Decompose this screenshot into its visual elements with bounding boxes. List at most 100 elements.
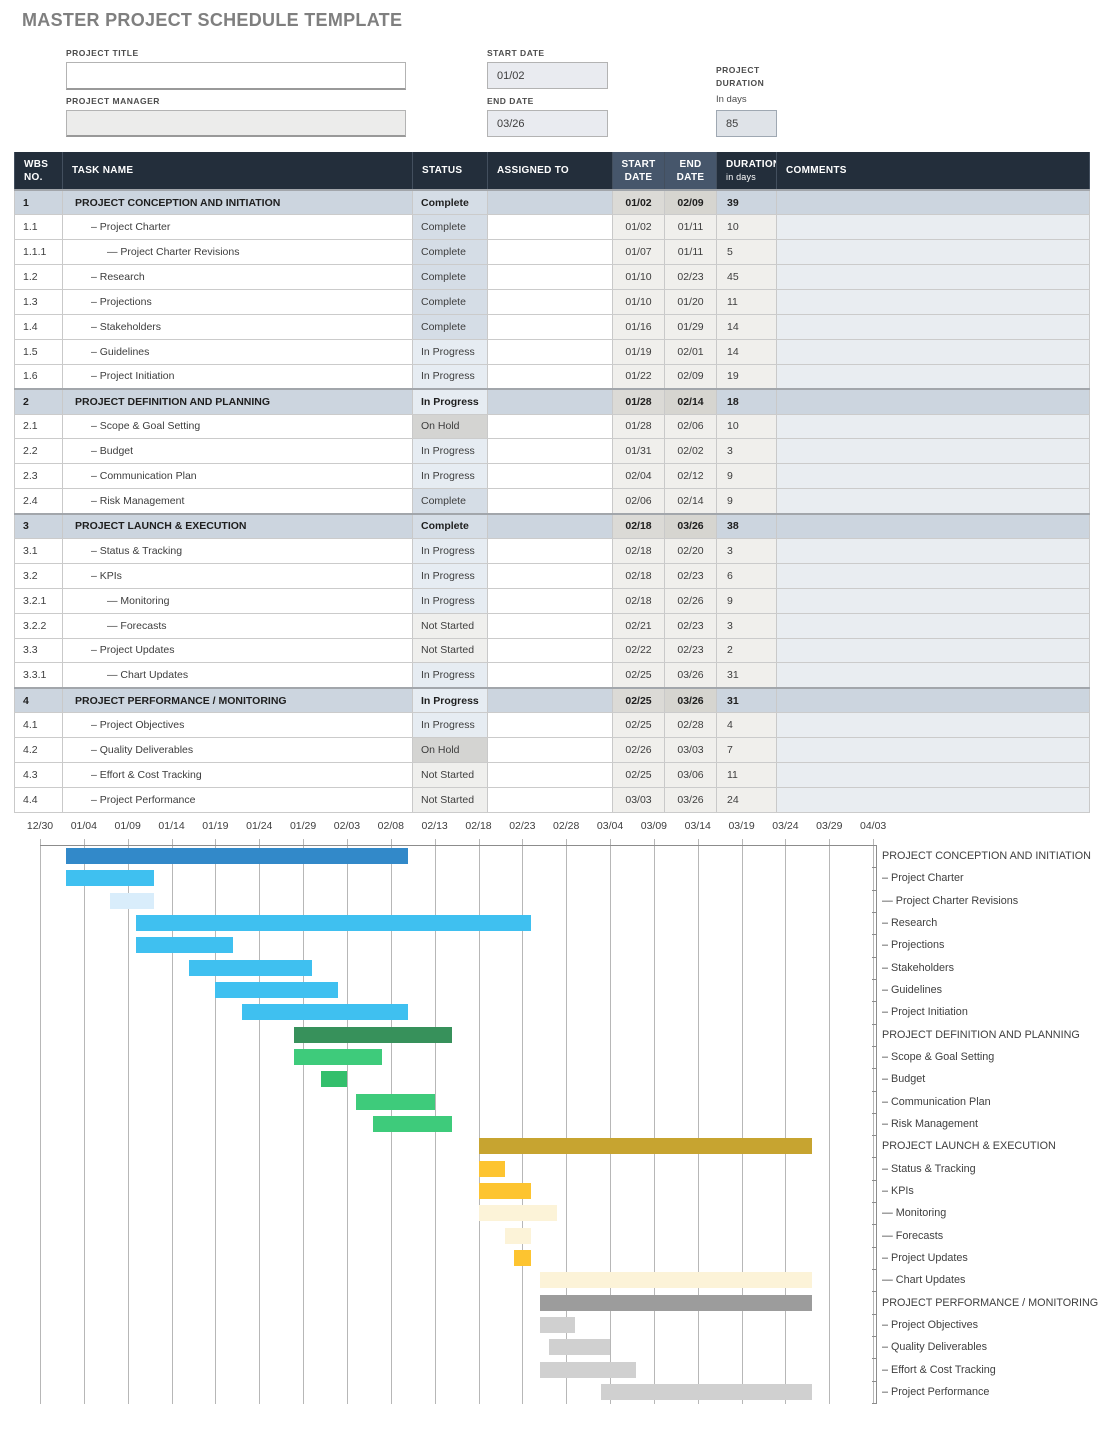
cell-end[interactable]: 02/23 xyxy=(664,264,717,291)
cell-comments[interactable] xyxy=(776,637,1090,664)
cell-dur[interactable]: 19 xyxy=(716,363,777,390)
cell-status[interactable]: In Progress xyxy=(412,537,488,564)
cell-task[interactable]: – Stakeholders xyxy=(62,313,413,340)
cell-start[interactable]: 02/18 xyxy=(612,562,665,589)
cell-wbs[interactable]: 4 xyxy=(14,686,63,714)
cell-assigned[interactable] xyxy=(487,239,613,266)
cell-end[interactable]: 02/14 xyxy=(664,488,717,515)
cell-wbs[interactable]: 2.2 xyxy=(14,438,63,465)
cell-status[interactable]: Complete xyxy=(412,289,488,315)
cell-end[interactable]: 02/20 xyxy=(664,537,717,564)
cell-assigned[interactable] xyxy=(487,413,613,440)
cell-task[interactable]: – Project Updates xyxy=(62,637,413,664)
cell-start[interactable]: 02/22 xyxy=(612,637,665,664)
cell-wbs[interactable]: 4.3 xyxy=(14,761,63,788)
cell-wbs[interactable]: 1.1.1 xyxy=(14,239,63,266)
cell-start[interactable]: 03/03 xyxy=(612,786,665,813)
cell-start[interactable]: 01/07 xyxy=(612,239,665,266)
cell-wbs[interactable]: 1 xyxy=(14,189,63,216)
cell-end[interactable]: 02/26 xyxy=(664,587,717,614)
cell-wbs[interactable]: 3.2 xyxy=(14,562,63,589)
cell-dur[interactable]: 31 xyxy=(716,662,777,689)
cell-comments[interactable] xyxy=(776,786,1090,813)
cell-comments[interactable] xyxy=(776,388,1090,415)
cell-end[interactable]: 03/26 xyxy=(664,512,717,539)
cell-start[interactable]: 02/06 xyxy=(612,488,665,515)
cell-wbs[interactable]: 3.3.1 xyxy=(14,662,63,689)
cell-end[interactable]: 02/01 xyxy=(664,338,717,365)
cell-dur[interactable]: 6 xyxy=(716,562,777,589)
cell-dur[interactable]: 4 xyxy=(716,712,777,739)
cell-comments[interactable] xyxy=(776,537,1090,564)
cell-assigned[interactable] xyxy=(487,512,613,539)
cell-task[interactable]: — Forecasts xyxy=(62,612,413,639)
cell-dur[interactable]: 11 xyxy=(716,761,777,788)
cell-wbs[interactable]: 4.4 xyxy=(14,786,63,813)
cell-wbs[interactable]: 3.2.2 xyxy=(14,612,63,639)
cell-wbs[interactable]: 1.5 xyxy=(14,338,63,365)
cell-start[interactable]: 02/25 xyxy=(612,662,665,689)
cell-dur[interactable]: 9 xyxy=(716,488,777,515)
cell-end[interactable]: 02/14 xyxy=(664,388,717,415)
cell-comments[interactable] xyxy=(776,587,1090,614)
cell-wbs[interactable]: 2.4 xyxy=(14,488,63,515)
cell-status[interactable]: In Progress xyxy=(412,712,488,739)
cell-start[interactable]: 01/28 xyxy=(612,413,665,440)
cell-task[interactable]: PROJECT DEFINITION AND PLANNING xyxy=(62,388,413,415)
cell-status[interactable]: On Hold xyxy=(412,737,488,763)
cell-task[interactable]: – Projections xyxy=(62,289,413,315)
cell-status[interactable]: Complete xyxy=(412,264,488,291)
cell-status[interactable]: Not Started xyxy=(412,612,488,639)
cell-status[interactable]: In Progress xyxy=(412,662,488,689)
cell-comments[interactable] xyxy=(776,512,1090,539)
cell-dur[interactable]: 45 xyxy=(716,264,777,291)
cell-start[interactable]: 02/25 xyxy=(612,761,665,788)
cell-dur[interactable]: 3 xyxy=(716,438,777,465)
cell-wbs[interactable]: 2 xyxy=(14,388,63,415)
cell-task[interactable]: — Chart Updates xyxy=(62,662,413,689)
project-duration-value[interactable]: 85 xyxy=(716,110,777,137)
cell-comments[interactable] xyxy=(776,463,1090,490)
cell-start[interactable]: 01/10 xyxy=(612,264,665,291)
cell-assigned[interactable] xyxy=(487,737,613,763)
cell-end[interactable]: 03/03 xyxy=(664,737,717,763)
cell-assigned[interactable] xyxy=(487,289,613,315)
cell-status[interactable]: Complete xyxy=(412,189,488,216)
cell-task[interactable]: – Status & Tracking xyxy=(62,537,413,564)
cell-end[interactable]: 01/11 xyxy=(664,214,717,241)
cell-dur[interactable]: 18 xyxy=(716,388,777,415)
cell-start[interactable]: 02/25 xyxy=(612,686,665,714)
cell-start[interactable]: 01/02 xyxy=(612,214,665,241)
cell-assigned[interactable] xyxy=(487,662,613,689)
cell-dur[interactable]: 11 xyxy=(716,289,777,315)
cell-task[interactable]: – Budget xyxy=(62,438,413,465)
cell-wbs[interactable]: 1.3 xyxy=(14,289,63,315)
cell-status[interactable]: Complete xyxy=(412,512,488,539)
cell-start[interactable]: 02/18 xyxy=(612,537,665,564)
cell-task[interactable]: – Scope & Goal Setting xyxy=(62,413,413,440)
cell-dur[interactable]: 10 xyxy=(716,413,777,440)
cell-assigned[interactable] xyxy=(487,189,613,216)
cell-start[interactable]: 01/28 xyxy=(612,388,665,415)
cell-task[interactable]: – Project Initiation xyxy=(62,363,413,390)
cell-dur[interactable]: 14 xyxy=(716,313,777,340)
cell-status[interactable]: Complete xyxy=(412,239,488,266)
cell-wbs[interactable]: 1.2 xyxy=(14,264,63,291)
cell-comments[interactable] xyxy=(776,289,1090,315)
cell-status[interactable]: In Progress xyxy=(412,562,488,589)
cell-wbs[interactable]: 2.3 xyxy=(14,463,63,490)
cell-assigned[interactable] xyxy=(487,438,613,465)
cell-comments[interactable] xyxy=(776,363,1090,390)
cell-assigned[interactable] xyxy=(487,712,613,739)
cell-comments[interactable] xyxy=(776,686,1090,714)
cell-start[interactable]: 02/04 xyxy=(612,463,665,490)
cell-assigned[interactable] xyxy=(487,786,613,813)
cell-assigned[interactable] xyxy=(487,463,613,490)
cell-dur[interactable]: 14 xyxy=(716,338,777,365)
cell-assigned[interactable] xyxy=(487,488,613,515)
cell-dur[interactable]: 9 xyxy=(716,587,777,614)
cell-wbs[interactable]: 1.1 xyxy=(14,214,63,241)
cell-task[interactable]: – Effort & Cost Tracking xyxy=(62,761,413,788)
cell-task[interactable]: — Project Charter Revisions xyxy=(62,239,413,266)
cell-wbs[interactable]: 1.4 xyxy=(14,313,63,340)
